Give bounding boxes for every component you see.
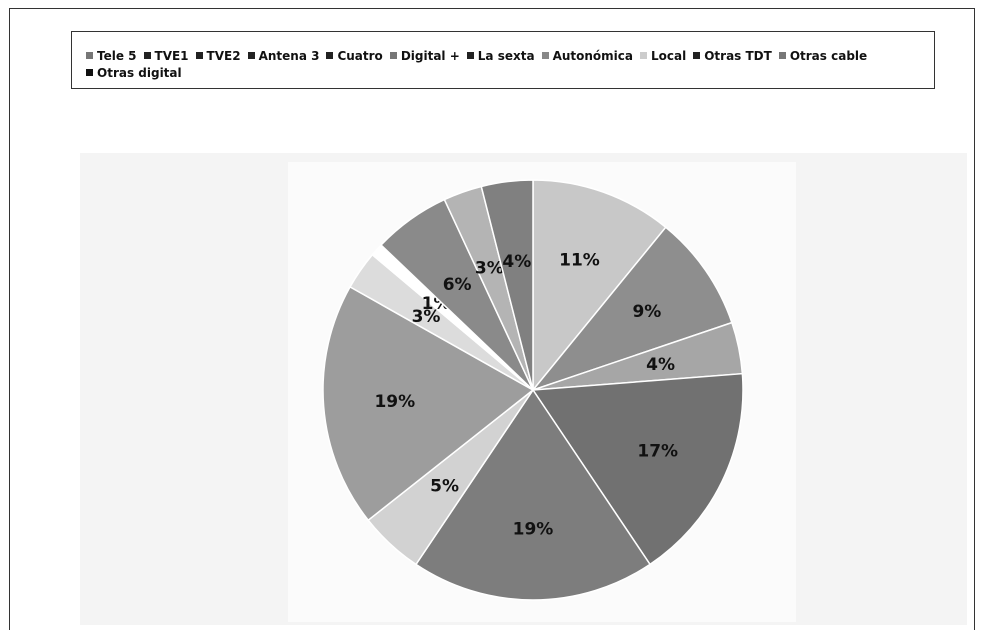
chart-legend: Tele 5 TVE1 TVE2 Antena 3 Cuatro Digital + La … [71,31,935,89]
pie-slice [480,179,534,391]
legend-swatch [640,52,647,59]
legend-swatch [86,52,93,59]
slice-data-label: 17% [637,441,678,461]
legend-item: Antena 3 [247,48,320,65]
legend-label: La sexta [477,49,535,63]
legend-label: Autonómica [552,49,633,63]
legend-item: La sexta [466,48,535,65]
legend-swatch [778,52,786,59]
legend-item: Digital + [389,48,460,65]
legend-item: Otras digital [86,65,182,82]
slice-data-label: 9% [632,302,661,322]
slice-data-label: 19% [513,520,554,540]
slice-data-label: 4% [502,252,531,272]
slice-data-label: 4% [646,355,675,375]
legend-item: Otras cable [778,48,868,65]
legend-label: TVE2 [206,49,241,63]
legend-label: Digital + [400,49,460,63]
legend-item: Autonómica [541,48,633,65]
legend-swatch [143,52,151,59]
legend-swatch [247,52,255,59]
legend-label: Local [651,49,687,63]
legend-swatch [195,52,203,59]
legend-label: Cuatro [337,49,383,63]
slice-data-label: 5% [430,477,459,497]
pie-slice [414,388,652,601]
legend-label: Tele 5 [97,49,137,63]
legend-label: Otras cable [789,49,868,63]
slice-data-label: 6% [443,275,472,295]
slice-data-label: 3% [412,307,441,327]
legend-swatch [466,52,474,59]
pie-slice [532,179,667,393]
pie-slice [530,226,733,392]
slice-data-label: 3% [475,258,504,278]
pie-slice [531,372,744,566]
legend-swatch [541,52,549,59]
legend-item: TVE2 [195,48,241,65]
legend-swatch [693,52,701,59]
legend-swatch [86,69,93,76]
legend-swatch [326,52,334,59]
legend-label: TVE1 [154,49,189,63]
legend-item: Tele 5 [86,48,137,65]
pie-slice [322,285,535,522]
legend-label: Otras TDT [704,49,772,63]
legend-label: Antena 3 [258,49,320,63]
legend-label: Otras digital [97,66,182,80]
legend-item: TVE1 [143,48,189,65]
legend-item: Cuatro [326,48,383,65]
legend-item: Otras TDT [693,48,772,65]
slice-data-label: 19% [374,392,415,412]
legend-item: Local [640,48,686,65]
slice-data-label: 11% [559,250,600,270]
legend-swatch [389,52,397,59]
chart-frame [9,8,975,630]
